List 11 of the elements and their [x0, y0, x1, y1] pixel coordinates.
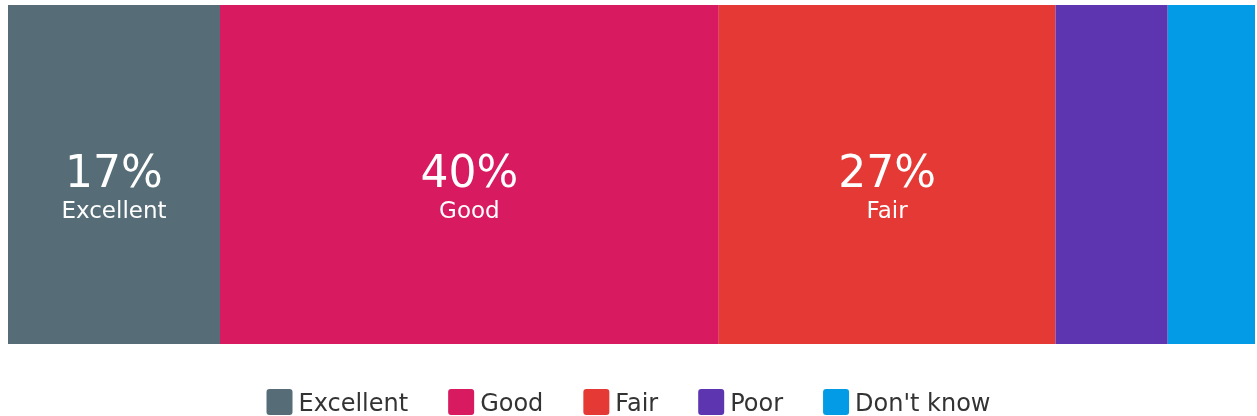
text: Good: [439, 196, 500, 223]
data-label: 27%: [838, 145, 937, 197]
text: Excellent: [61, 196, 167, 223]
text: Fair: [866, 196, 908, 223]
legend-label: Fair: [615, 389, 659, 416]
data-label: 40%: [420, 145, 519, 197]
legend-label: Poor: [730, 389, 784, 416]
legend-label: Don't know: [855, 389, 991, 416]
legend-label: Good: [480, 389, 544, 416]
data-label: 17%: [65, 145, 163, 197]
legend-label: Excellent: [298, 389, 409, 416]
